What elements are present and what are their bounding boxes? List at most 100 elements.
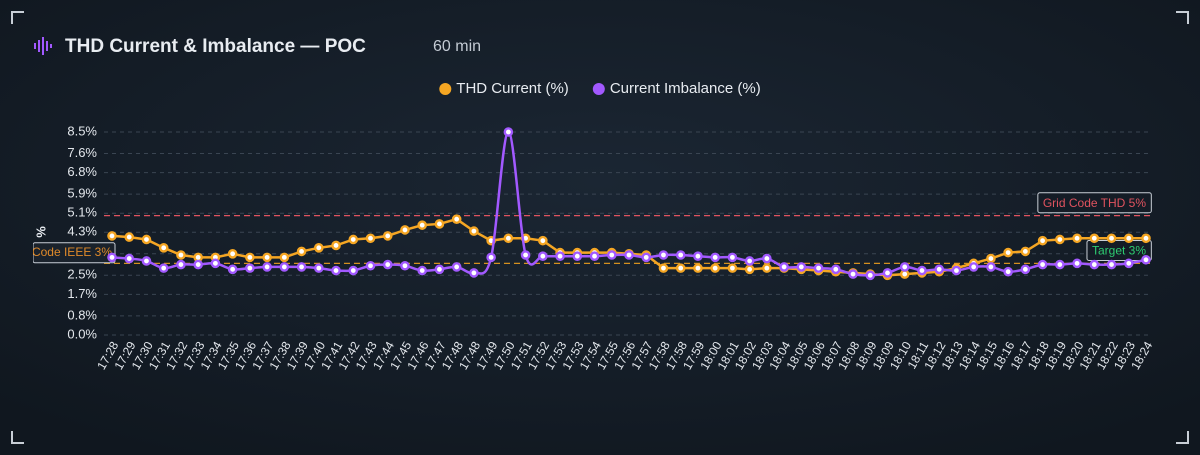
data-point xyxy=(451,262,462,272)
data-point xyxy=(331,265,341,276)
chart-subtitle: 60 min xyxy=(433,38,481,55)
y-tick-label: 8.5% xyxy=(67,123,97,138)
data-point xyxy=(951,265,962,276)
data-point xyxy=(279,252,290,263)
data-point xyxy=(624,250,634,260)
data-point xyxy=(865,270,876,281)
data-point xyxy=(762,253,772,264)
data-point xyxy=(1106,233,1117,244)
data-point xyxy=(245,263,255,273)
data-point xyxy=(227,248,238,259)
data-point xyxy=(693,251,703,261)
data-point xyxy=(727,263,738,273)
reference-label-box xyxy=(1037,192,1152,214)
data-point xyxy=(313,263,324,273)
data-point xyxy=(1089,233,1100,244)
y-tick-label: 1.7% xyxy=(67,286,97,301)
legend-label: Current Imbalance (%) xyxy=(610,80,761,97)
data-point xyxy=(141,256,152,266)
y-tick-label: 0.8% xyxy=(67,307,97,322)
data-point xyxy=(262,262,272,272)
data-point xyxy=(262,252,272,263)
data-point xyxy=(434,219,445,229)
data-point xyxy=(1123,258,1134,269)
data-point xyxy=(486,252,496,263)
data-point xyxy=(400,225,410,235)
data-point xyxy=(503,233,514,244)
data-point xyxy=(296,262,307,272)
data-point xyxy=(1072,258,1082,269)
data-point xyxy=(141,234,152,245)
data-point xyxy=(1003,266,1013,277)
data-point xyxy=(1055,234,1065,245)
data-point xyxy=(813,263,824,273)
data-point xyxy=(675,263,686,273)
data-point xyxy=(124,232,135,242)
data-point xyxy=(641,252,652,263)
data-point xyxy=(658,263,669,273)
data-point xyxy=(469,268,479,278)
data-point xyxy=(744,264,755,275)
data-point xyxy=(245,252,255,263)
data-point xyxy=(779,262,789,272)
data-point xyxy=(589,251,600,261)
data-point xyxy=(434,264,445,275)
data-point xyxy=(899,262,910,272)
data-point xyxy=(348,234,359,245)
title-icon xyxy=(34,37,52,55)
data-point xyxy=(986,253,996,264)
data-point xyxy=(831,264,841,275)
y-tick-label: 6.8% xyxy=(67,164,97,179)
data-point xyxy=(968,262,979,272)
y-tick-label: 5.9% xyxy=(67,186,97,201)
data-point xyxy=(1020,264,1031,275)
data-point xyxy=(710,263,720,273)
data-point xyxy=(710,252,720,263)
data-point xyxy=(1089,259,1100,270)
chart-title: THD Current & Imbalance — POC xyxy=(65,36,366,57)
data-point xyxy=(348,265,359,276)
reference-label: Grid Code THD 5% xyxy=(1043,196,1146,210)
legend-swatch xyxy=(439,83,452,95)
data-point xyxy=(382,231,393,241)
data-point xyxy=(848,269,858,279)
data-point xyxy=(400,260,410,271)
data-point xyxy=(538,235,548,246)
y-tick-label: 4.3% xyxy=(67,224,97,239)
reference-label: Target 3% xyxy=(1092,244,1146,258)
data-point xyxy=(451,214,462,224)
y-tick-label: 7.6% xyxy=(67,145,97,160)
data-point xyxy=(934,264,945,275)
data-point xyxy=(365,260,376,271)
reference-label: Code IEEE 3% xyxy=(32,245,112,259)
data-point xyxy=(331,240,341,251)
reference-label-box xyxy=(1086,240,1152,262)
data-point xyxy=(193,259,203,270)
data-point xyxy=(107,252,117,263)
data-point xyxy=(693,263,703,273)
corner-brackets xyxy=(11,11,1189,444)
reference-label-group: Code IEEE 3% xyxy=(32,242,116,264)
data-point xyxy=(538,251,548,261)
legend-swatch xyxy=(592,83,605,95)
data-point xyxy=(882,268,893,278)
y-axis-label: % xyxy=(33,226,48,238)
reference-label-box xyxy=(33,242,116,264)
data-point xyxy=(1123,233,1134,244)
data-point xyxy=(417,265,428,276)
data-point xyxy=(675,250,686,260)
y-tick-label: 2.5% xyxy=(67,267,97,282)
legend: THD Current (%) Current Imbalance (%) xyxy=(439,80,761,97)
data-point xyxy=(1055,259,1065,270)
data-point xyxy=(762,263,772,273)
data-point xyxy=(1141,233,1151,244)
data-point xyxy=(796,262,807,272)
data-point xyxy=(1072,233,1082,244)
data-point xyxy=(917,265,927,276)
data-point xyxy=(469,226,479,236)
data-point xyxy=(1037,235,1048,246)
data-point xyxy=(176,250,186,260)
data-point xyxy=(124,253,135,264)
